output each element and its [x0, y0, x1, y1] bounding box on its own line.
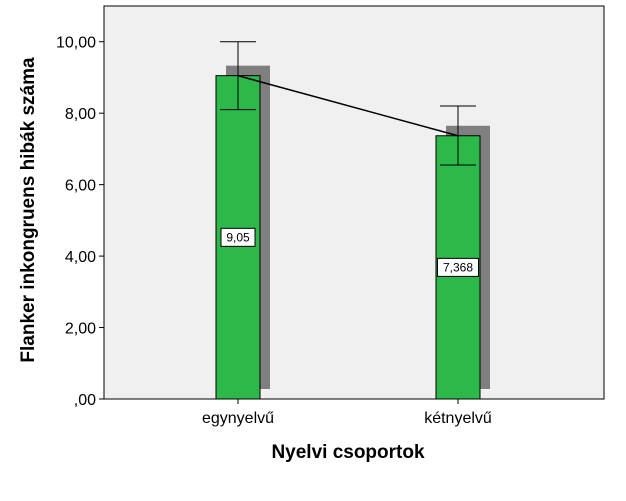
data-label-box [220, 227, 256, 247]
x-tick-label: egynyelvű [202, 410, 274, 427]
y-tick-label: 4,00 [65, 249, 96, 266]
data-label: 9,05 [226, 230, 250, 244]
y-tick-label: 10,00 [56, 35, 96, 52]
data-label-box [437, 257, 479, 277]
y-tick-label: 2,00 [65, 321, 96, 338]
y-tick-label: ,00 [74, 392, 96, 409]
data-label: 7,368 [443, 260, 473, 274]
y-tick-label: 8,00 [65, 106, 96, 123]
x-tick-label: kétnyelvű [424, 410, 492, 427]
x-axis-title: Nyelvi csoportok [271, 442, 425, 463]
plot-area [103, 5, 605, 400]
mean-connecting-line [237, 74, 459, 137]
y-axis-title: Flanker inkongruens hibák száma [18, 57, 39, 363]
y-tick-label: 6,00 [65, 178, 96, 195]
